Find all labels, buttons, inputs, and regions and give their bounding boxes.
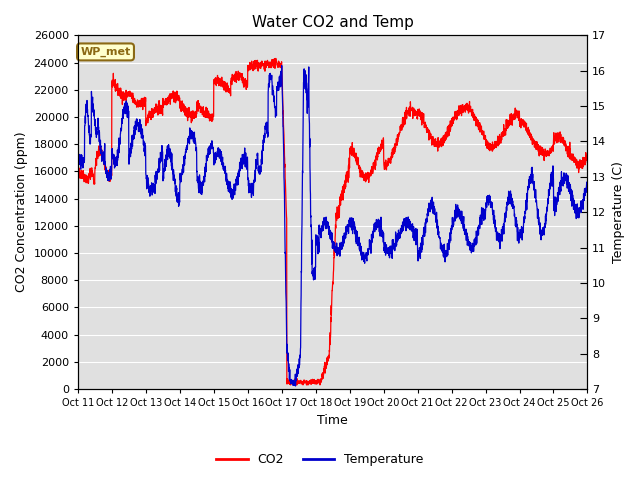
Y-axis label: CO2 Concentration (ppm): CO2 Concentration (ppm) xyxy=(15,132,28,292)
X-axis label: Time: Time xyxy=(317,414,348,427)
Y-axis label: Temperature (C): Temperature (C) xyxy=(612,161,625,263)
Text: WP_met: WP_met xyxy=(81,47,131,57)
Legend: CO2, Temperature: CO2, Temperature xyxy=(211,448,429,471)
Title: Water CO2 and Temp: Water CO2 and Temp xyxy=(252,15,413,30)
